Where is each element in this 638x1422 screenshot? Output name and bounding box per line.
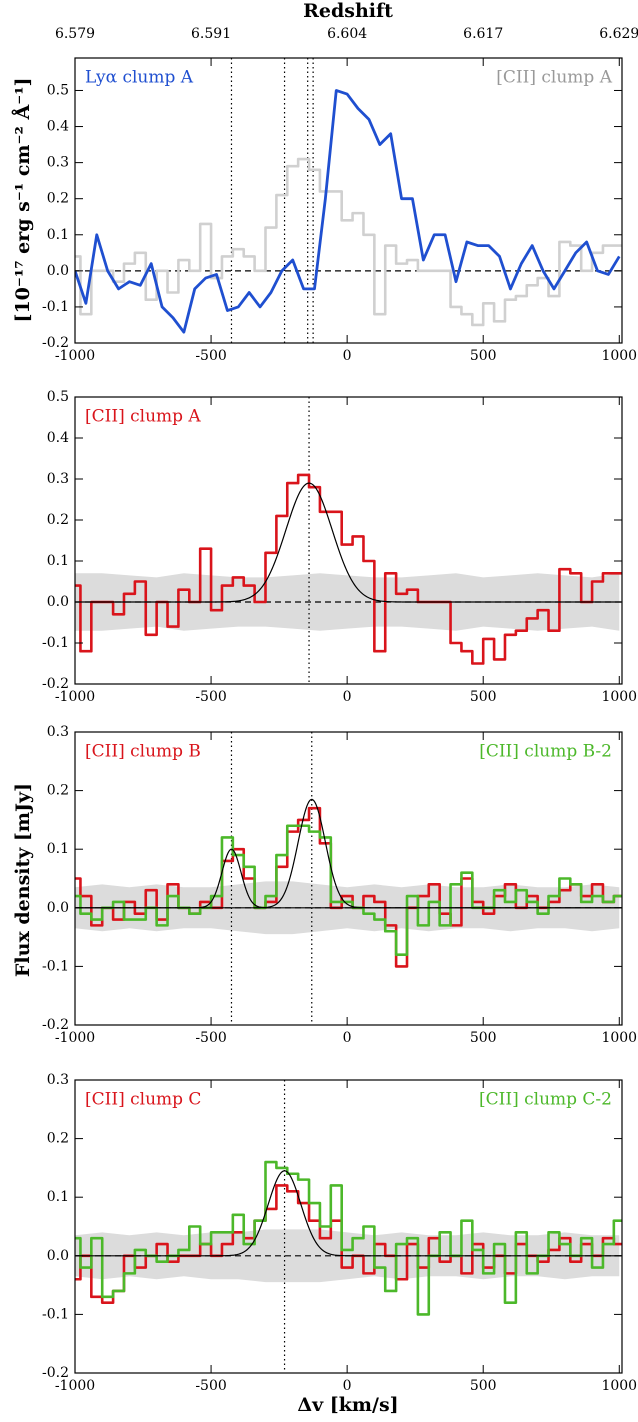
x-tick-label: 1000: [601, 1378, 637, 1394]
top-tick-label: 6.617: [463, 26, 503, 42]
shared-y-axis-label: Flux density [mJy]: [12, 783, 34, 977]
y-tick-label: -0.2: [42, 335, 69, 351]
plot-area: [75, 58, 622, 343]
y-axis-label: [10⁻¹⁷ erg s⁻¹ cm⁻² Å⁻¹]: [11, 77, 34, 322]
top-tick-label: 6.604: [327, 26, 367, 42]
legend-label: [CII] clump A: [496, 68, 612, 88]
y-tick-label: 0.3: [47, 724, 69, 740]
plot-frame: [74, 57, 623, 344]
gaussian-fit: [75, 798, 622, 909]
legend-label: [CII] clump A: [85, 407, 201, 427]
plot-area: [75, 732, 622, 1025]
y-tick-label: 0.0: [47, 263, 69, 279]
plot-area: [75, 397, 622, 684]
x-tick-label: 500: [470, 1030, 497, 1046]
y-tick-label: 0.1: [47, 227, 69, 243]
gaussian-fit: [75, 1170, 622, 1257]
x-tick-label: -500: [195, 689, 226, 705]
x-tick-label: 500: [470, 689, 497, 705]
y-tick-label: 0.0: [47, 900, 69, 916]
y-tick-label: 0.1: [47, 1189, 69, 1205]
x-tick-label: -500: [195, 1030, 226, 1046]
y-tick-label: 0.2: [47, 191, 69, 207]
y-tick-label: 0.3: [47, 471, 69, 487]
legend-label: [CII] clump B: [85, 742, 201, 762]
y-tick-label: -0.2: [42, 1365, 69, 1381]
x-tick-label: -1000: [55, 1378, 95, 1394]
x-tick-label: -1000: [55, 689, 95, 705]
top-tick-label: 6.591: [191, 26, 231, 42]
y-tick-label: -0.1: [42, 635, 69, 651]
x-tick-label: 500: [470, 1378, 497, 1394]
plot-frame: [74, 1079, 623, 1374]
y-tick-label: 0.2: [47, 1131, 69, 1147]
legend-label: [CII] clump C-2: [479, 1090, 612, 1110]
legend-label: Lyα clump A: [85, 68, 194, 88]
y-tick-label: 0.4: [47, 119, 69, 135]
x-tick-label: 0: [343, 348, 352, 364]
plot-frame: [74, 731, 623, 1026]
plot-frame: [74, 396, 623, 685]
y-tick-label: 0.2: [47, 512, 69, 528]
top-axis-label: Redshift: [303, 0, 393, 22]
spectrum-line: [75, 824, 622, 956]
x-tick-label: 1000: [601, 1030, 637, 1046]
spectrum-line: [75, 806, 622, 968]
legend-label: [CII] clump C: [85, 1090, 201, 1110]
spectrum-line: [75, 89, 621, 334]
legend-label: [CII] clump B-2: [479, 742, 612, 762]
top-tick-label: 6.629: [599, 26, 638, 42]
x-tick-label: -1000: [55, 1030, 95, 1046]
spectrum-line: [75, 473, 622, 665]
x-tick-label: 500: [470, 348, 497, 364]
spectrum-line: [75, 1160, 622, 1316]
y-tick-label: -0.1: [42, 299, 69, 315]
x-tick-label: -1000: [55, 348, 95, 364]
x-tick-label: 0: [343, 689, 352, 705]
x-axis-label: Δv [km/s]: [297, 1394, 398, 1416]
y-tick-label: 0.4: [47, 430, 69, 446]
x-tick-label: 1000: [601, 348, 637, 364]
y-tick-label: -0.2: [42, 676, 69, 692]
y-tick-label: 0.0: [47, 1248, 69, 1264]
x-tick-label: 1000: [601, 689, 637, 705]
y-tick-label: 0.5: [47, 82, 69, 98]
y-tick-label: 0.3: [47, 155, 69, 171]
x-tick-label: 0: [343, 1378, 352, 1394]
y-tick-label: -0.1: [42, 958, 69, 974]
x-tick-label: -500: [195, 1378, 226, 1394]
y-tick-label: 0.1: [47, 553, 69, 569]
y-tick-label: -0.2: [42, 1017, 69, 1033]
y-tick-label: 0.1: [47, 841, 69, 857]
spectrum-line: [75, 157, 622, 327]
plot-area: [75, 1080, 622, 1373]
y-tick-label: 0.5: [47, 389, 69, 405]
x-tick-label: 0: [343, 1030, 352, 1046]
y-tick-label: 0.2: [47, 783, 69, 799]
y-tick-label: -0.1: [42, 1306, 69, 1322]
x-tick-label: -500: [195, 348, 226, 364]
y-tick-label: 0.0: [47, 594, 69, 610]
gaussian-fit: [75, 482, 622, 603]
y-tick-label: 0.3: [47, 1072, 69, 1088]
top-tick-label: 6.579: [55, 26, 95, 42]
